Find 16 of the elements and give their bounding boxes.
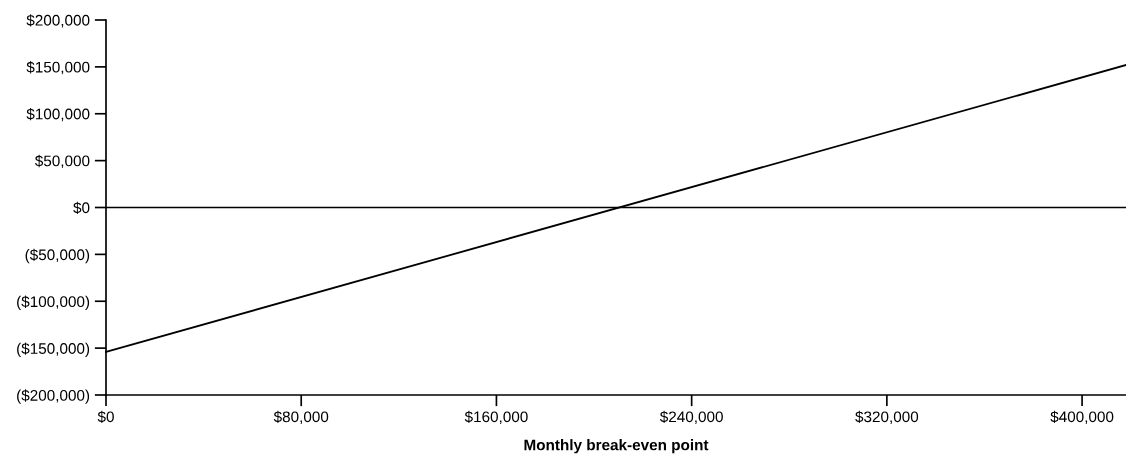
x-tick-label: $320,000 xyxy=(855,410,919,424)
x-tick-label: $160,000 xyxy=(464,410,528,424)
y-tick-label: ($100,000) xyxy=(17,295,90,311)
y-tick-label: ($200,000) xyxy=(17,389,90,404)
x-axis-title: Monthly break-even point xyxy=(524,439,709,454)
y-tick-label: $150,000 xyxy=(26,61,90,75)
x-tick-label: $80,000 xyxy=(273,410,329,424)
y-tick-label: ($150,000) xyxy=(17,342,90,357)
x-tick-label: $0 xyxy=(97,410,114,424)
y-tick-label: ($50,000) xyxy=(25,248,90,264)
x-tick-label: $240,000 xyxy=(659,410,723,424)
y-tick-label: $0 xyxy=(73,201,90,215)
y-tick-label: $100,000 xyxy=(26,107,90,122)
y-tick-label: $50,000 xyxy=(34,154,90,169)
x-tick-label: $400,000 xyxy=(1050,410,1114,424)
y-tick-label: $200,000 xyxy=(26,14,90,28)
